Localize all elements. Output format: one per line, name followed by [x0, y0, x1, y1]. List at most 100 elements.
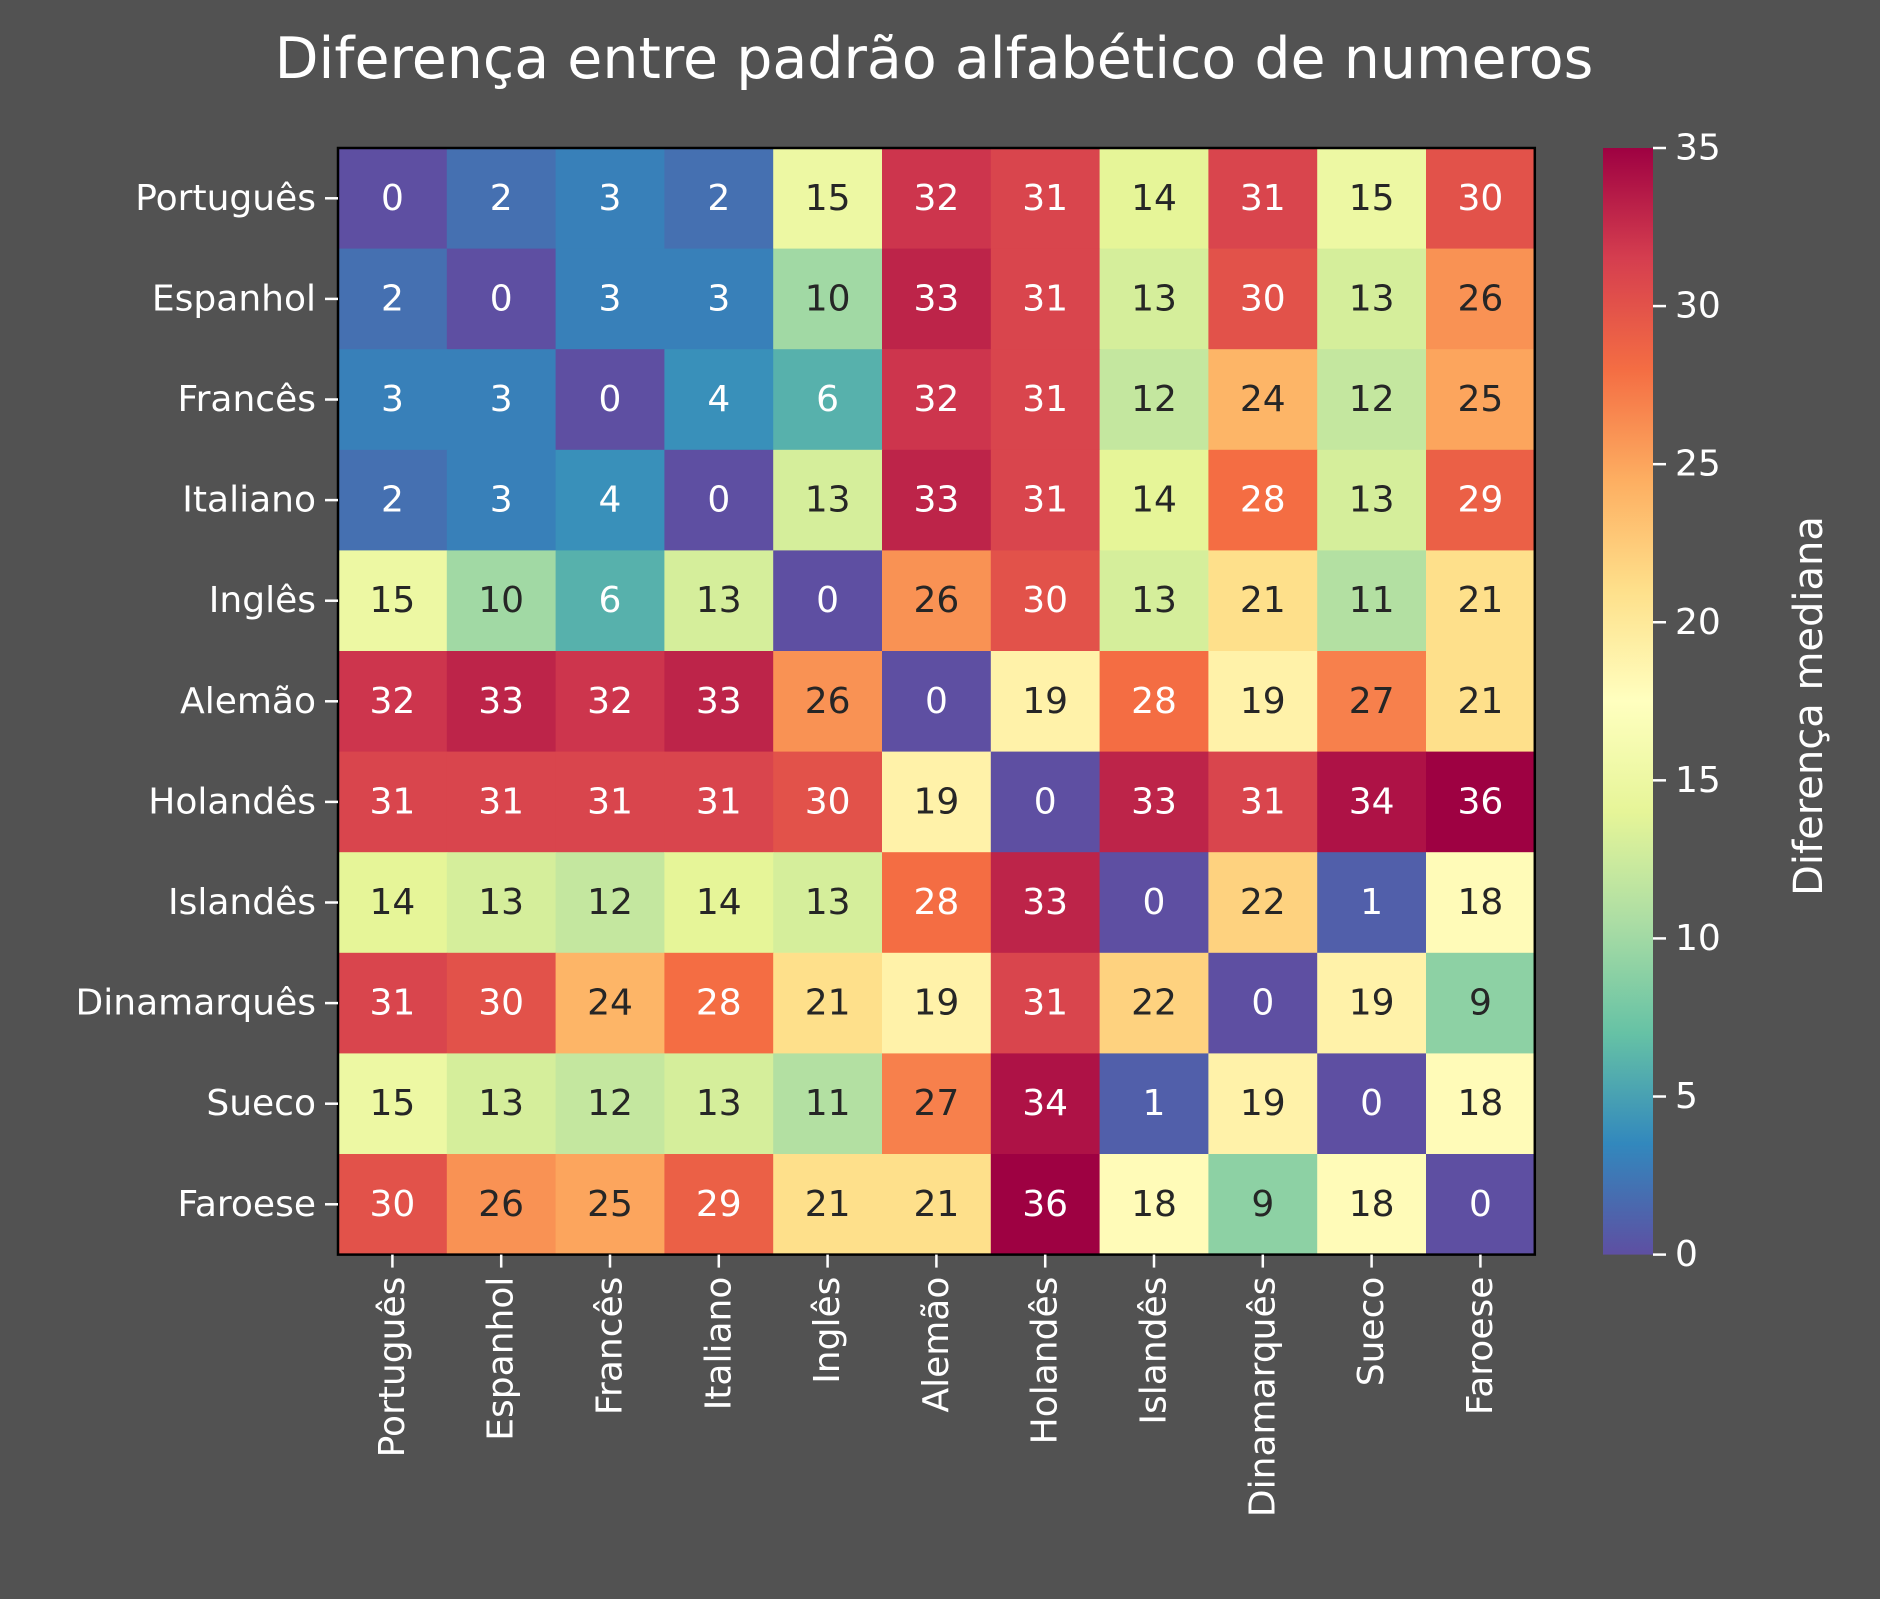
heatmap-cell: [1317, 651, 1427, 753]
heatmap-cell: [773, 449, 883, 551]
heatmap-cell: [446, 550, 557, 652]
colorbar-tick-label: 5: [1675, 1076, 1698, 1117]
cell-value-label: 0: [707, 480, 730, 521]
cell-value-label: 11: [1349, 580, 1395, 621]
y-tick-label: Sueco: [206, 1083, 316, 1124]
cell-value-label: 3: [490, 379, 513, 420]
cell-value-label: 24: [1240, 379, 1286, 420]
heatmap-cell: [338, 449, 448, 551]
cell-value-label: 21: [805, 983, 851, 1024]
heatmap-cell: [664, 651, 774, 753]
heatmap-cells: [338, 148, 1536, 1256]
heatmap-cell: [1317, 852, 1427, 954]
heatmap-cell: [773, 550, 883, 652]
cell-value-label: 31: [696, 781, 742, 822]
heatmap-cell: [882, 751, 992, 853]
heatmap-cell: [664, 248, 774, 350]
heatmap-cell: [1099, 1053, 1209, 1155]
heatmap-cell: [446, 1053, 557, 1155]
cell-value-label: 19: [1022, 681, 1068, 722]
cell-value-label: 31: [1022, 178, 1068, 219]
heatmap-cell: [1426, 349, 1536, 451]
heatmap-cell: [1099, 148, 1209, 250]
heatmap-cell: [882, 1053, 992, 1155]
cell-value-label: 31: [1022, 480, 1068, 521]
cell-value-label: 13: [805, 480, 851, 521]
y-tick-label: Islandês: [168, 882, 316, 923]
heatmap-cell: [338, 349, 448, 451]
heatmap-cell: [990, 349, 1101, 451]
cell-value-label: 29: [696, 1184, 742, 1225]
cell-value-label: 19: [1240, 681, 1286, 722]
heatmap-cell: [446, 852, 557, 954]
x-tick-label: Espanhol: [481, 1277, 522, 1441]
cell-value-label: 0: [1469, 1184, 1492, 1225]
heatmap-cell: [555, 248, 665, 350]
cell-value-label: 12: [1349, 379, 1395, 420]
y-tick-label: Espanhol: [152, 278, 316, 319]
cell-value-label: 13: [478, 1083, 524, 1124]
cell-value-label: 30: [805, 781, 851, 822]
cell-value-label: 15: [1349, 178, 1395, 219]
y-tick-label: Português: [135, 178, 316, 219]
heatmap-cell-labels: 0 2 3 2 15 32 31 14 31 15 302 0 3 3 10 33 31 13 30 13 263 3 0 4…: [369, 178, 1503, 1225]
heatmap-cell: [1317, 1053, 1427, 1155]
cell-value-label: 21: [913, 1184, 959, 1225]
cell-value-label: 19: [913, 983, 959, 1024]
cell-value-label: 28: [913, 882, 959, 923]
heatmap-cell: [1426, 248, 1536, 350]
y-tick-label: Francês: [178, 379, 316, 420]
cell-value-label: 21: [805, 1184, 851, 1225]
cell-value-label: 13: [696, 1083, 742, 1124]
cell-value-label: 31: [1240, 781, 1286, 822]
heatmap-cell: [882, 651, 992, 753]
heatmap-cell: [1317, 550, 1427, 652]
cell-value-label: 0: [1360, 1083, 1383, 1124]
cell-value-label: 2: [707, 178, 730, 219]
heatmap-cell: [338, 148, 448, 250]
heatmap-cell: [555, 651, 665, 753]
cell-value-label: 26: [913, 580, 959, 621]
heatmap-cell: [990, 1154, 1101, 1256]
cell-value-label: 31: [1022, 278, 1068, 319]
cell-value-label: 0: [599, 379, 622, 420]
heatmap-cell: [882, 1154, 992, 1256]
cell-value-label: 36: [1022, 1184, 1068, 1225]
heatmap-cell: [990, 248, 1101, 350]
y-tick-label: Alemão: [180, 681, 316, 722]
cell-value-label: 21: [1457, 580, 1503, 621]
x-tick-label: Islandês: [1134, 1277, 1175, 1425]
heatmap-cell: [1208, 852, 1318, 954]
y-axis: Português Espanhol Francês Italiano Inglês Al…: [76, 178, 338, 1225]
cell-value-label: 14: [1131, 178, 1177, 219]
chart-title: Diferença entre padrão alfabético de num…: [275, 26, 1594, 92]
cell-value-label: 6: [599, 580, 622, 621]
cell-value-label: 30: [1022, 580, 1068, 621]
heatmap-cell: [555, 449, 665, 551]
heatmap-cell: [990, 449, 1101, 551]
cell-value-label: 30: [369, 1184, 415, 1225]
heatmap-cell: [338, 248, 448, 350]
heatmap-cell: [555, 148, 665, 250]
cell-value-label: 22: [1131, 983, 1177, 1024]
cell-value-label: 33: [1022, 882, 1068, 923]
colorbar-tick-label: 35: [1675, 128, 1721, 169]
heatmap-cell: [555, 349, 665, 451]
cell-value-label: 18: [1457, 882, 1503, 923]
cell-value-label: 1: [1360, 882, 1383, 923]
cell-value-label: 19: [1349, 983, 1395, 1024]
heatmap-cell: [664, 751, 774, 853]
cell-value-label: 21: [1457, 681, 1503, 722]
cell-value-label: 13: [696, 580, 742, 621]
heatmap-cell: [1208, 550, 1318, 652]
heatmap-cell: [1208, 651, 1318, 753]
heatmap-cell: [1099, 852, 1209, 954]
heatmap-cell: [773, 148, 883, 250]
cell-value-label: 30: [478, 983, 524, 1024]
cell-value-label: 3: [599, 278, 622, 319]
x-tick-label: Dinamarquês: [1242, 1277, 1283, 1517]
cell-value-label: 26: [478, 1184, 524, 1225]
y-tick-label: Faroese: [177, 1184, 316, 1225]
